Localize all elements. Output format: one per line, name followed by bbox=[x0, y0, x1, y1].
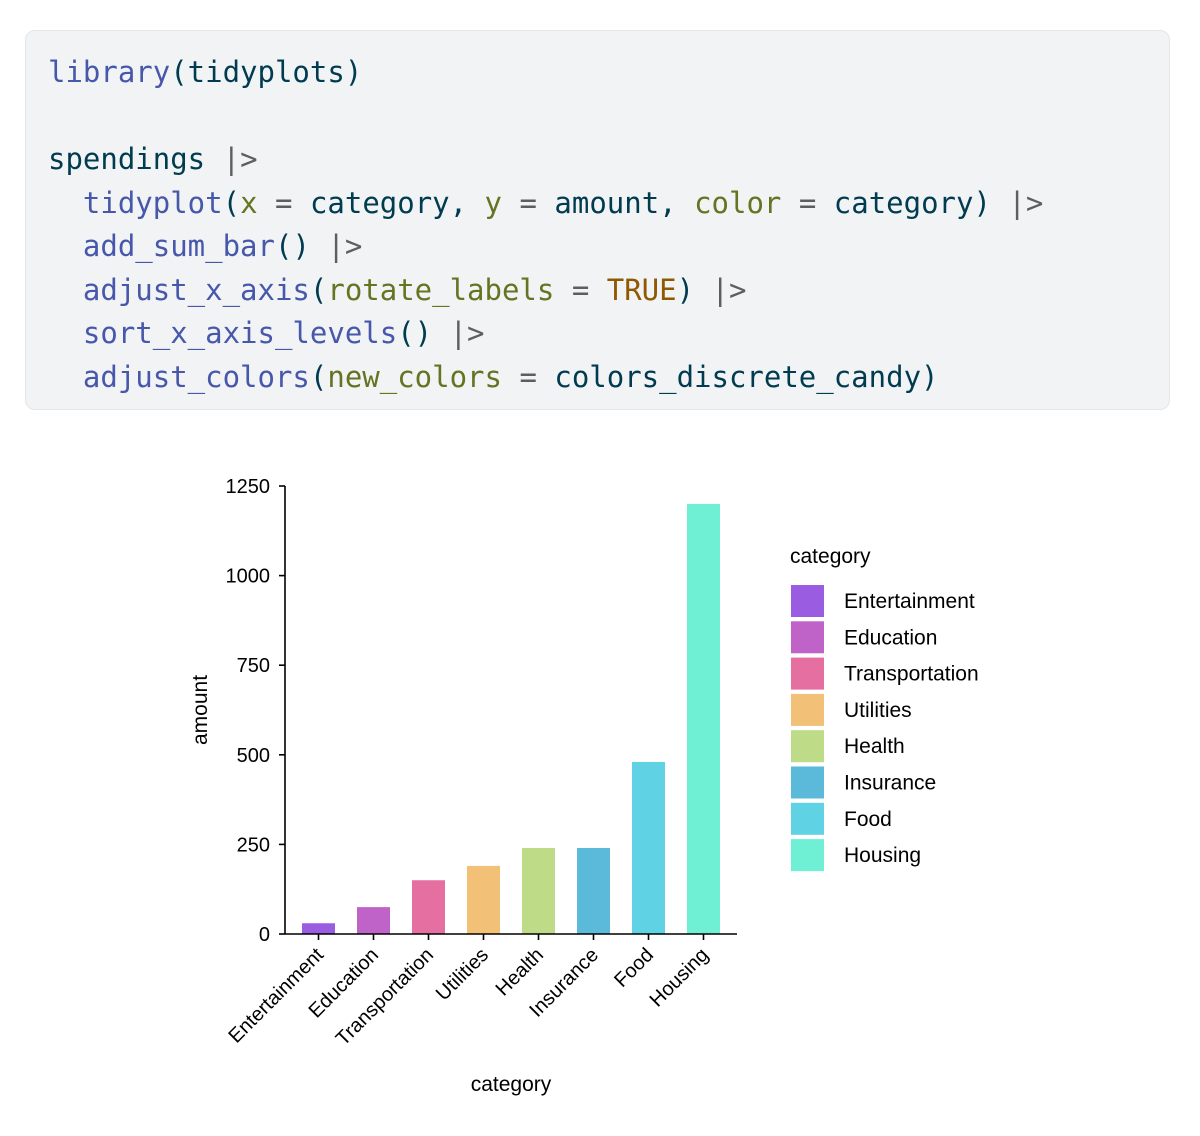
code-line: spendings |> bbox=[48, 138, 1043, 182]
code-token: library bbox=[48, 55, 171, 89]
legend-title: category bbox=[790, 545, 871, 568]
legend-swatch-health bbox=[791, 730, 824, 763]
code-token: ( bbox=[222, 185, 241, 220]
code-token: |> bbox=[327, 229, 363, 263]
legend-label: Education bbox=[844, 626, 937, 649]
x-tick-label: Entertainment bbox=[224, 944, 328, 1048]
code-token: |> bbox=[449, 316, 485, 350]
code-token: category) bbox=[833, 185, 1009, 220]
y-tick-label: 250 bbox=[237, 834, 270, 856]
code-token: y bbox=[484, 185, 503, 220]
code-token: sort_x_axis_levels bbox=[82, 316, 398, 350]
y-tick-label: 0 bbox=[259, 924, 270, 946]
x-tick-label: Utilities bbox=[432, 944, 493, 1005]
code-token: amount, bbox=[554, 185, 695, 220]
code-line: sort_x_axis_levels() |> bbox=[48, 312, 1043, 356]
bar-education bbox=[357, 907, 390, 934]
x-axis: EntertainmentEducationTransportationUtil… bbox=[224, 933, 737, 1050]
y-tick-label: 1000 bbox=[226, 566, 271, 588]
code-token: add_sum_bar bbox=[82, 229, 275, 263]
legend: category Entertainment Education Transport… bbox=[790, 545, 979, 872]
x-tick-label: Transportation bbox=[332, 944, 438, 1050]
bar-housing bbox=[687, 503, 720, 934]
code-token: |> bbox=[222, 142, 258, 176]
y-axis-title: amount bbox=[189, 675, 212, 745]
code-line: adjust_x_axis(rotate_labels = TRUE) |> bbox=[48, 269, 1043, 313]
code-token: TRUE bbox=[606, 272, 677, 307]
bar-insurance bbox=[577, 847, 610, 934]
legend-swatch-education bbox=[791, 621, 824, 654]
x-tick-label: Food bbox=[610, 944, 658, 992]
legend-swatch-entertainment bbox=[791, 585, 824, 617]
bar-entertainment bbox=[302, 923, 335, 934]
code-token: = bbox=[501, 359, 555, 394]
x-axis-title: category bbox=[471, 1073, 552, 1096]
code-token: spendings bbox=[48, 142, 223, 176]
code-line: adjust_colors(new_colors = colors_discre… bbox=[48, 356, 1043, 400]
code-token: = bbox=[502, 185, 555, 220]
legend-swatch-insurance bbox=[791, 766, 824, 799]
code-token: () bbox=[397, 316, 450, 350]
code-token: () bbox=[274, 229, 328, 263]
code-token: category, bbox=[309, 185, 485, 220]
code-line: library(tidyplots) bbox=[48, 51, 1043, 95]
code-token: = bbox=[781, 185, 834, 220]
legend-label: Health bbox=[844, 735, 905, 758]
code-token: tidyplot bbox=[82, 185, 223, 220]
bar-health bbox=[522, 847, 555, 934]
code-token: = bbox=[554, 272, 607, 307]
y-tick-label: 1250 bbox=[226, 476, 271, 498]
legend-label: Entertainment bbox=[844, 590, 975, 613]
bar-food bbox=[632, 761, 665, 934]
bars-group bbox=[302, 503, 720, 934]
code-token: |> bbox=[1008, 185, 1044, 220]
y-axis: 0 250 500 750 1000 1250 bbox=[226, 476, 286, 946]
y-tick-label: 500 bbox=[237, 745, 270, 767]
bar-utilities bbox=[467, 865, 500, 934]
code-token: new_colors bbox=[327, 359, 502, 394]
legend-label: Transportation bbox=[844, 663, 979, 686]
y-tick-label: 750 bbox=[237, 655, 270, 677]
legend-swatch-housing bbox=[791, 839, 824, 872]
x-tick-label: Housing bbox=[646, 944, 713, 1011]
code-line: add_sum_bar() |> bbox=[48, 225, 1043, 269]
code-token: adjust_x_axis bbox=[82, 272, 310, 307]
legend-swatch-utilities bbox=[791, 693, 824, 726]
legend-label: Housing bbox=[844, 844, 921, 867]
code-token: ( bbox=[309, 359, 328, 394]
code-token: ( bbox=[309, 272, 328, 307]
legend-label: Utilities bbox=[844, 699, 912, 722]
code-token: color bbox=[694, 185, 782, 220]
legend-swatch-transportation bbox=[791, 657, 824, 690]
code-token: rotate_labels bbox=[327, 272, 555, 307]
code-token: x bbox=[240, 185, 258, 220]
bar-transportation bbox=[412, 880, 445, 934]
legend-swatch-food bbox=[791, 802, 824, 835]
code-token: colors_discrete_candy) bbox=[554, 359, 939, 394]
code-listing: library(tidyplots) spendings |> tidyplot(… bbox=[48, 51, 1043, 399]
code-line: tidyplot(x = category, y = amount, color… bbox=[48, 182, 1043, 226]
code-token: = bbox=[257, 185, 310, 220]
code-token: adjust_colors bbox=[82, 359, 310, 394]
code-token: (tidyplots) bbox=[170, 55, 363, 89]
code-token: |> bbox=[711, 272, 747, 307]
code-block: library(tidyplots) spendings |> tidyplot(… bbox=[25, 30, 1170, 410]
legend-label: Insurance bbox=[844, 772, 936, 795]
legend-label: Food bbox=[844, 808, 892, 831]
code-token: ) bbox=[676, 272, 712, 307]
